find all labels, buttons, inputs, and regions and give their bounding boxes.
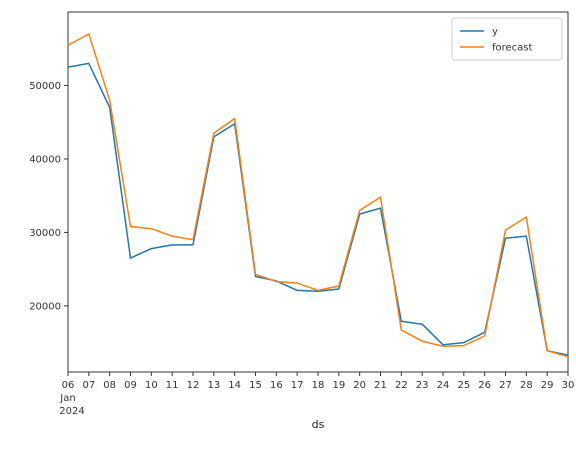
series-layer <box>67 33 569 358</box>
x-tick-label: 18 <box>312 380 325 391</box>
y-tick-label: 40000 <box>29 154 61 165</box>
series-line-y <box>67 62 569 356</box>
legend: y forecast <box>451 17 563 61</box>
y-tick-label: 50000 <box>29 81 61 92</box>
x-tick-label: 29 <box>541 380 554 391</box>
plot-border <box>67 11 569 373</box>
x-tick-label: 10 <box>145 380 158 391</box>
x-tick-label: 25 <box>457 380 470 391</box>
x-tick-label: 24 <box>437 380 450 391</box>
x-axis-label: ds <box>312 418 325 431</box>
x-tick-label: 20 <box>353 380 366 391</box>
x-ticks: 06 07 08 09 10 11 12 13 14 15 16 17 18 19 20 21 22 23 24 25… <box>62 372 575 391</box>
x-tick-label: 06 <box>62 380 75 391</box>
y-tick-label: 30000 <box>29 228 61 239</box>
x-tick-label: 09 <box>124 380 137 391</box>
x-sub-label-month: Jan <box>59 393 75 404</box>
legend-box <box>451 17 563 61</box>
x-tick-label: 27 <box>499 380 512 391</box>
x-tick-label: 30 <box>562 380 575 391</box>
x-tick-label: 19 <box>332 380 345 391</box>
legend-label-forecast: forecast <box>492 43 533 54</box>
x-tick-label: 23 <box>416 380 429 391</box>
x-tick-label: 22 <box>395 380 408 391</box>
x-tick-label: 14 <box>228 380 241 391</box>
x-tick-label: 21 <box>374 380 387 391</box>
x-tick-label: 28 <box>520 380 533 391</box>
legend-label-y: y <box>492 27 498 38</box>
x-sub-label-year: 2024 <box>59 406 84 417</box>
x-tick-label: 13 <box>207 380 220 391</box>
x-tick-label: 08 <box>103 380 116 391</box>
x-tick-label: 07 <box>82 380 95 391</box>
x-tick-label: 12 <box>187 380 200 391</box>
series-line-forecast <box>67 33 569 358</box>
y-ticks: 20000 30000 40000 50000 <box>29 81 68 312</box>
x-tick-label: 15 <box>249 380 262 391</box>
y-tick-label: 20000 <box>29 301 61 312</box>
x-tick-label: 16 <box>270 380 283 391</box>
x-tick-label: 26 <box>478 380 491 391</box>
x-tick-label: 17 <box>291 380 304 391</box>
x-tick-label: 11 <box>166 380 179 391</box>
plot-frame <box>67 11 569 373</box>
